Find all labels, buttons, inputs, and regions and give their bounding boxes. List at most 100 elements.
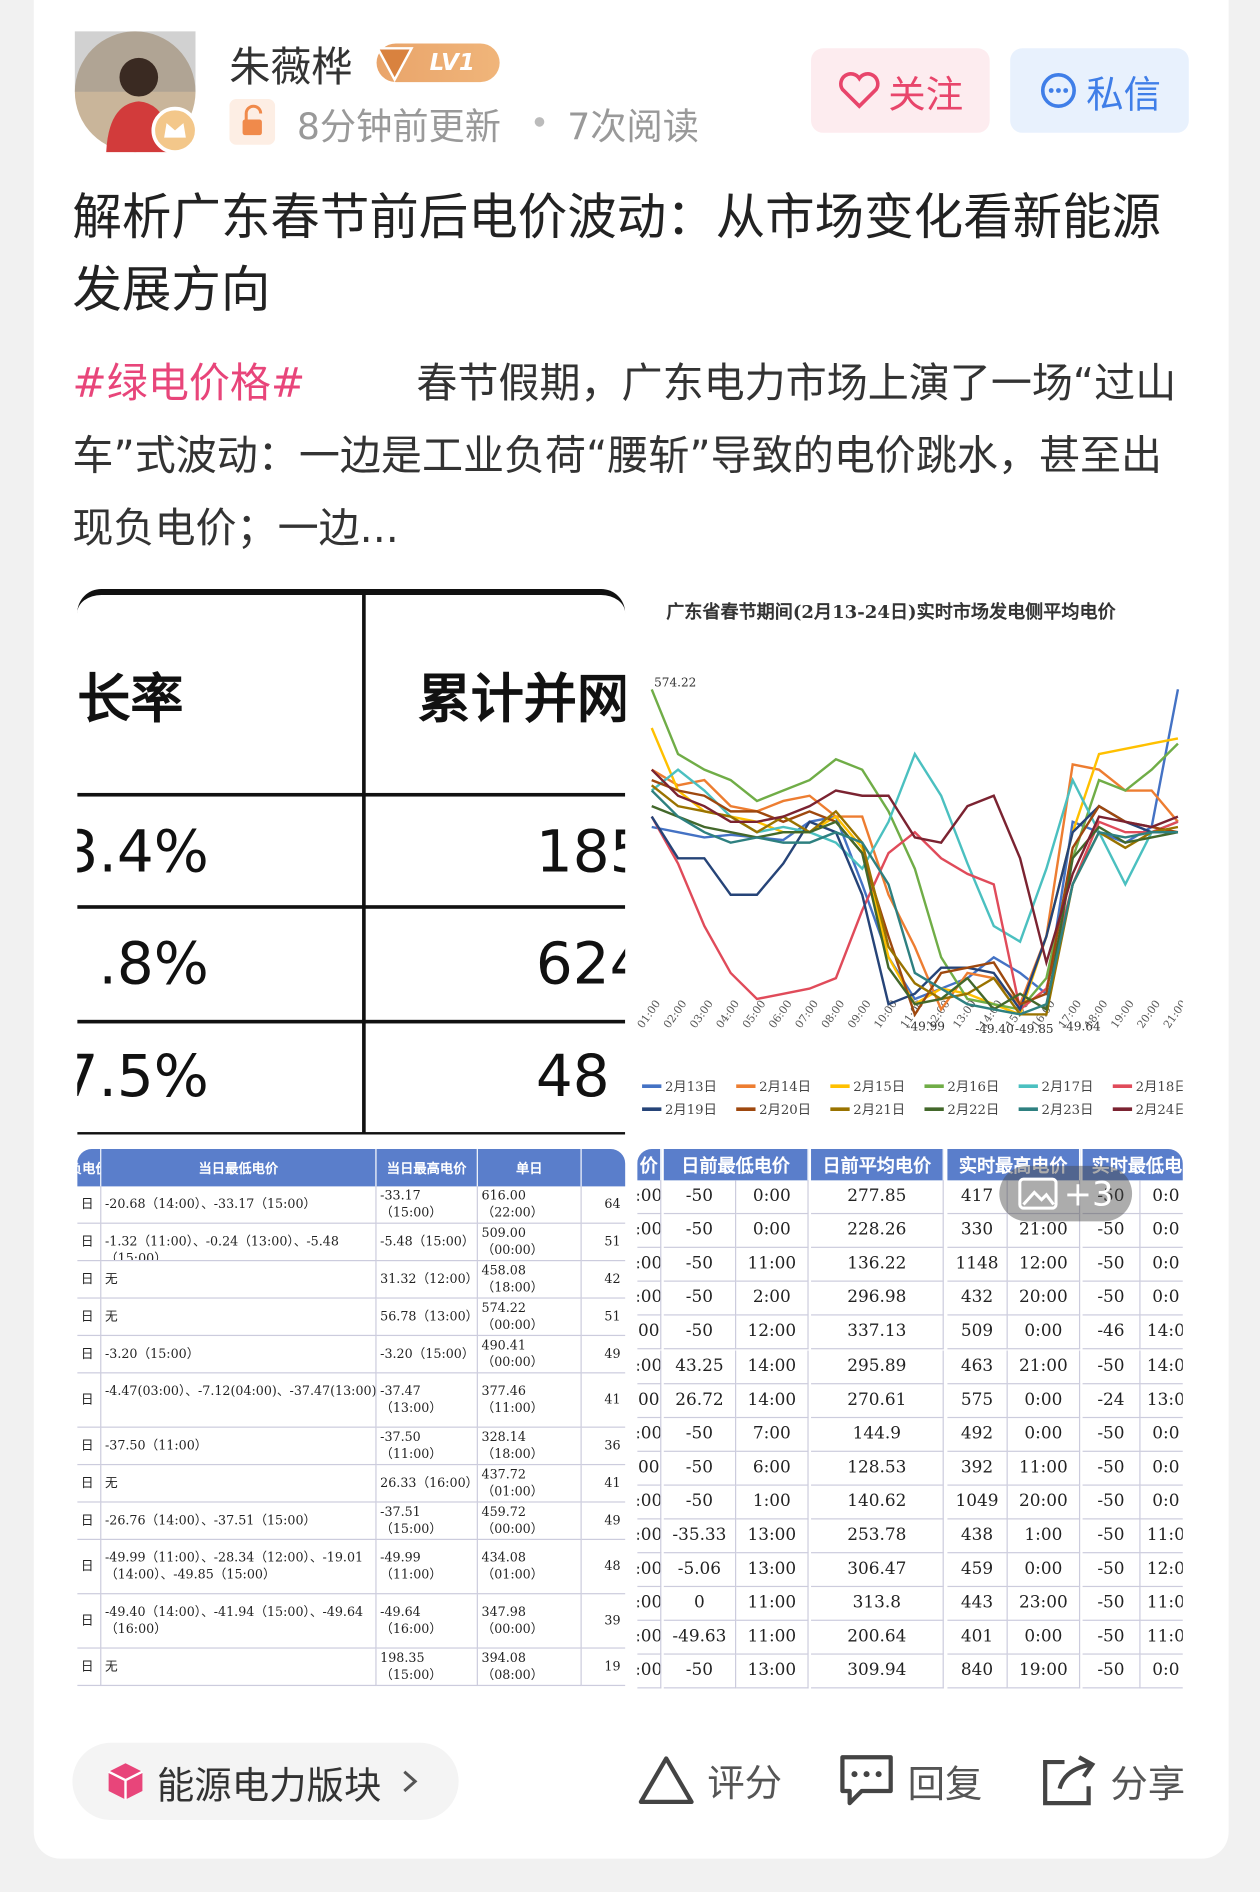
table-cell: -50 [1082, 1214, 1141, 1249]
table-cell: -35.33 [663, 1519, 737, 1554]
legend-label: 2月16日 [947, 1080, 999, 1095]
table-cell: 23:00 [1007, 1587, 1081, 1622]
author-name[interactable]: 朱薇桦 [229, 43, 353, 92]
crop-cell: 185 [535, 818, 625, 886]
topic-tag[interactable]: #绿电价格# [72, 359, 306, 408]
table-cell: -49.63 [663, 1621, 737, 1656]
table-cell: -3.20（15:00） [101, 1336, 377, 1374]
table-cell: 1049 [947, 1485, 1008, 1520]
table-cell: -50 [663, 1485, 737, 1520]
rate-icon [638, 1755, 694, 1804]
table-cell: -50 [1082, 1248, 1141, 1283]
table-cell: :00 [637, 1621, 662, 1656]
table-cell: -50 [663, 1417, 737, 1452]
table-header-cell [581, 1148, 626, 1187]
image-table-b[interactable]: 价日前最低电价日前平均电价实时最高电价实时最低电:00-500:00277.85… [637, 1148, 1183, 1690]
table-cell: 41 [581, 1465, 626, 1503]
series-line [650, 804, 1178, 1012]
table-cell: 459 [947, 1553, 1008, 1588]
legend-label: 2月24日 [1136, 1103, 1183, 1118]
message-button[interactable]: 私信 [1010, 48, 1189, 133]
table-header-cell: 当日最高电价 [376, 1148, 478, 1187]
table-cell: 574.22（00:00） [477, 1298, 582, 1337]
table-cell: 41 [581, 1373, 626, 1428]
table-cell: 492 [947, 1417, 1008, 1452]
x-tick-label: 21:00 [1161, 998, 1183, 1031]
table-cell: 43.25 [663, 1349, 737, 1384]
share-action[interactable]: 分享 [1040, 1752, 1185, 1808]
table-cell: 377.46（11:00） [477, 1373, 582, 1428]
table-cell: 11:00 [1007, 1451, 1081, 1486]
table-cell: 277.85 [811, 1180, 944, 1215]
table-cell: 42 [581, 1261, 626, 1299]
table-header-cell: 负电价 [77, 1148, 102, 1187]
table-header-cell: 价 [637, 1148, 662, 1181]
table-cell: 575 [947, 1383, 1008, 1418]
x-tick-label: 09:00 [845, 998, 874, 1031]
series-line [651, 778, 1179, 1018]
section-pill[interactable]: 能源电力版块 [72, 1742, 459, 1821]
table-cell: :00 [637, 1587, 662, 1622]
table-cell: 0:0 [1140, 1282, 1183, 1316]
table-cell: 1148 [947, 1248, 1008, 1283]
section-name: 能源电力版块 [156, 1763, 382, 1808]
table-cell: 0:00 [1007, 1621, 1081, 1656]
series-line [650, 768, 1179, 968]
table-cell: 306.47 [811, 1553, 944, 1588]
table-cell: 12:00 [736, 1315, 809, 1350]
table-cell: -50 [1082, 1417, 1141, 1452]
table-cell: 56.78（13:00） [376, 1298, 478, 1337]
more-count: +3 [1063, 1173, 1114, 1214]
table-cell: 0:0 [1140, 1452, 1183, 1486]
image-table-crop[interactable]: 长率 累计并网 3.4% 185 .8% 624 7.5% 48 [77, 588, 626, 1135]
legend-label: 2月19日 [665, 1103, 717, 1118]
image-table-a[interactable]: 负电价当日最低电价当日最高电价单日日-20.68（14:00）、-33.17（1… [77, 1148, 626, 1690]
table-cell: 144.9 [811, 1417, 944, 1452]
table-cell: 0:0 [1140, 1486, 1183, 1520]
legend-label: 2月14日 [759, 1080, 811, 1095]
chart-title: 广东省春节期间(2月13-24日)实时市场发电侧平均电价 [666, 601, 1116, 623]
table-cell: -50 [1082, 1485, 1141, 1520]
table-rule [77, 905, 626, 909]
table-cell: 0:00 [736, 1214, 809, 1249]
table-cell: -50 [663, 1214, 737, 1249]
legend-label: 2月22日 [947, 1103, 999, 1118]
table-cell: 12:0 [1140, 1553, 1183, 1588]
table-cell: 36 [581, 1428, 626, 1466]
more-images[interactable]: +3 [999, 1165, 1133, 1222]
table-cell: -50 [663, 1451, 737, 1486]
post-excerpt[interactable]: #绿电价格# 春节假期，广东电力市场上演了一场“过山车”式波动：一边是工业负荷“腰… [72, 348, 1194, 565]
table-cell: -50 [1082, 1621, 1141, 1656]
table-cell: 31.32（12:00） [376, 1261, 478, 1299]
table-cell: -5.06 [663, 1553, 737, 1588]
image-chart[interactable]: 广东省春节期间(2月13-24日)实时市场发电侧平均电价 01:0002:0003… [637, 591, 1183, 1135]
crop-cell: 48 [535, 1042, 610, 1111]
table-header-cell: 当日最低电价 [101, 1148, 377, 1187]
legend-label: 2月15日 [853, 1080, 905, 1095]
rate-action[interactable]: 评分 [637, 1752, 782, 1806]
table-cell: 200.64 [811, 1621, 944, 1656]
series-line [651, 689, 1180, 1001]
table-cell: :00 [637, 1180, 662, 1215]
post-title[interactable]: 解析广东春节前后电价波动：从市场变化看新能源发展方向 [72, 188, 1162, 319]
series-line [650, 815, 1179, 1012]
table-cell: 49 [581, 1503, 626, 1541]
table-cell: -49.40（14:00）、-41.94（15:00）、-49.64（16:00… [101, 1594, 377, 1649]
table-cell: 39 [581, 1594, 626, 1649]
table-cell: 7:00 [736, 1417, 809, 1452]
table-cell: 64 [581, 1186, 626, 1224]
avatar[interactable] [72, 29, 205, 162]
table-cell: 0:00 [736, 1180, 809, 1215]
table-cell: 26.72 [663, 1383, 737, 1418]
table-cell: 270.61 [811, 1383, 944, 1418]
follow-button[interactable]: 关注 [811, 48, 990, 133]
table-cell: 0:00 [1007, 1553, 1081, 1588]
table-cell: :00 [637, 1214, 662, 1249]
table-cell: 无 [101, 1465, 377, 1503]
table-cell: 00 [637, 1315, 662, 1350]
table-cell: -49.64（16:00） [376, 1594, 478, 1649]
table-cell: :00 [637, 1282, 662, 1316]
crop-cell: 624 [535, 930, 625, 999]
table-cell: 21:00 [1007, 1214, 1081, 1249]
reply-action[interactable]: 回复 [838, 1752, 982, 1808]
